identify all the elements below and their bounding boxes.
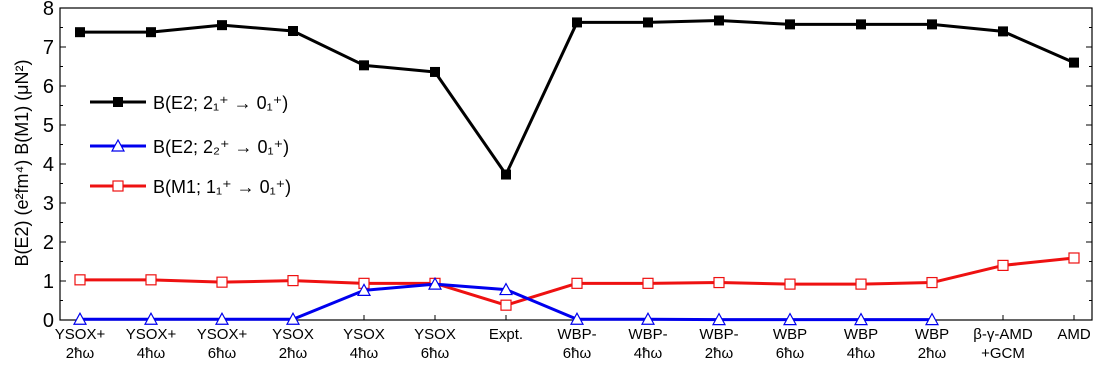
data-point — [359, 60, 369, 71]
y-axis-label: B(E2) (e²fm⁴) B(M1) (μN²) — [12, 59, 32, 266]
x-tick-label: Expt. — [489, 326, 523, 343]
x-tick-label: 4ħω — [137, 345, 166, 362]
y-tick-label: 7 — [43, 37, 54, 59]
data-point — [500, 299, 512, 311]
data-point — [430, 66, 440, 77]
series-0 — [75, 15, 1079, 180]
data-point — [1069, 57, 1079, 68]
data-point — [285, 311, 301, 325]
data-point — [785, 19, 795, 30]
x-tick-label: YSOX — [414, 326, 456, 343]
x-tick-label: WBP- — [628, 326, 667, 343]
data-point — [643, 17, 653, 28]
x-tick-label: 6ħω — [208, 345, 237, 362]
x-tick-label: YSOX+ — [197, 326, 248, 343]
y-tick-label: 2 — [43, 232, 54, 254]
data-point — [927, 19, 937, 30]
y-tick-label: 1 — [43, 271, 54, 293]
x-tick-label: 6ħω — [421, 345, 450, 362]
data-point — [356, 283, 372, 296]
data-point — [926, 276, 938, 289]
x-tick-label: +GCM — [981, 345, 1025, 362]
x-tick-label: AMD — [1057, 326, 1091, 343]
y-tick-label: 5 — [43, 115, 54, 137]
legend-label: B(M1; 1₁⁺ → 0₁⁺) — [153, 177, 291, 197]
data-point — [217, 20, 227, 31]
data-point — [572, 17, 582, 28]
data-point — [143, 311, 159, 325]
data-point — [571, 277, 583, 289]
data-point — [1068, 252, 1080, 264]
legend-label: B(E2; 2₂⁺ → 0₁⁺) — [153, 137, 289, 157]
x-tick-label: 6ħω — [776, 345, 805, 362]
x-tick-label: 2ħω — [918, 345, 947, 362]
data-point — [784, 278, 796, 290]
x-tick-label: 4ħω — [847, 345, 876, 362]
x-tick-label: YSOX+ — [55, 326, 106, 343]
y-tick-label: 4 — [43, 154, 54, 176]
data-point — [782, 312, 798, 326]
x-tick-label: WBP — [844, 326, 878, 343]
x-tick-label: WBP- — [699, 326, 738, 343]
x-tick-label: WBP — [773, 326, 807, 343]
series-1 — [72, 276, 940, 326]
data-point — [714, 15, 724, 26]
data-point — [713, 276, 725, 289]
data-point — [75, 27, 85, 38]
data-point — [569, 311, 585, 325]
legend-item: B(E2; 2₁⁺ → 0₁⁺) — [90, 93, 288, 113]
legend: B(E2; 2₁⁺ → 0₁⁺) B(E2; 2₂⁺ → 0₁⁺) B(M1; 1₁… — [90, 93, 291, 197]
data-point — [856, 19, 866, 30]
series-2 — [74, 252, 1080, 311]
plot-area — [59, 7, 1093, 321]
x-tick-label: YSOX — [272, 326, 314, 343]
data-point — [214, 311, 230, 325]
x-tick-label: YSOX+ — [126, 326, 177, 343]
y-axis-ticks: 0 1 2 3 4 5 6 7 8 — [43, 0, 1092, 332]
data-point — [853, 312, 869, 326]
data-point — [997, 259, 1009, 271]
series-layer — [72, 15, 1080, 326]
x-tick-label: β-γ-AMD — [973, 326, 1033, 343]
y-tick-label: 8 — [43, 0, 54, 20]
data-point — [640, 311, 656, 325]
legend-label: B(E2; 2₁⁺ → 0₁⁺) — [153, 93, 288, 113]
x-tick-label: 2ħω — [279, 345, 308, 362]
x-tick-label: 4ħω — [350, 345, 379, 362]
legend-item: B(M1; 1₁⁺ → 0₁⁺) — [90, 177, 291, 197]
y-tick-label: 3 — [43, 193, 54, 215]
data-point — [145, 274, 157, 286]
data-point — [110, 138, 126, 152]
y-tick-label: 0 — [43, 310, 54, 332]
x-tick-label: 6ħω — [563, 345, 592, 362]
data-point — [146, 27, 156, 38]
x-tick-label: 2ħω — [705, 345, 734, 362]
data-point — [642, 277, 654, 289]
x-tick-label: WBP- — [557, 326, 596, 343]
data-point — [998, 26, 1008, 37]
x-tick-label: 4ħω — [634, 345, 663, 362]
data-point — [924, 312, 940, 326]
data-point — [112, 180, 124, 192]
x-tick-label: 2ħω — [66, 345, 95, 362]
y-tick-label: 6 — [43, 76, 54, 98]
data-point — [287, 275, 299, 287]
data-point — [427, 276, 443, 290]
data-point — [501, 169, 511, 180]
x-axis-labels: YSOX+ 2ħω YSOX+ 4ħω YSOX+ 6ħω YSOX 2ħω YSOX 4ħω YS… — [55, 315, 1091, 362]
data-point — [72, 311, 88, 325]
x-tick-label: YSOX — [343, 326, 385, 343]
data-point — [288, 26, 298, 37]
data-point — [498, 282, 514, 296]
data-point — [711, 312, 727, 326]
data-point — [113, 97, 123, 107]
x-tick-label: WBP — [915, 326, 949, 343]
data-point — [216, 276, 228, 288]
legend-item: B(E2; 2₂⁺ → 0₁⁺) — [90, 137, 289, 157]
plot-frame — [59, 7, 1093, 321]
data-point — [74, 274, 86, 286]
data-point — [855, 278, 867, 290]
